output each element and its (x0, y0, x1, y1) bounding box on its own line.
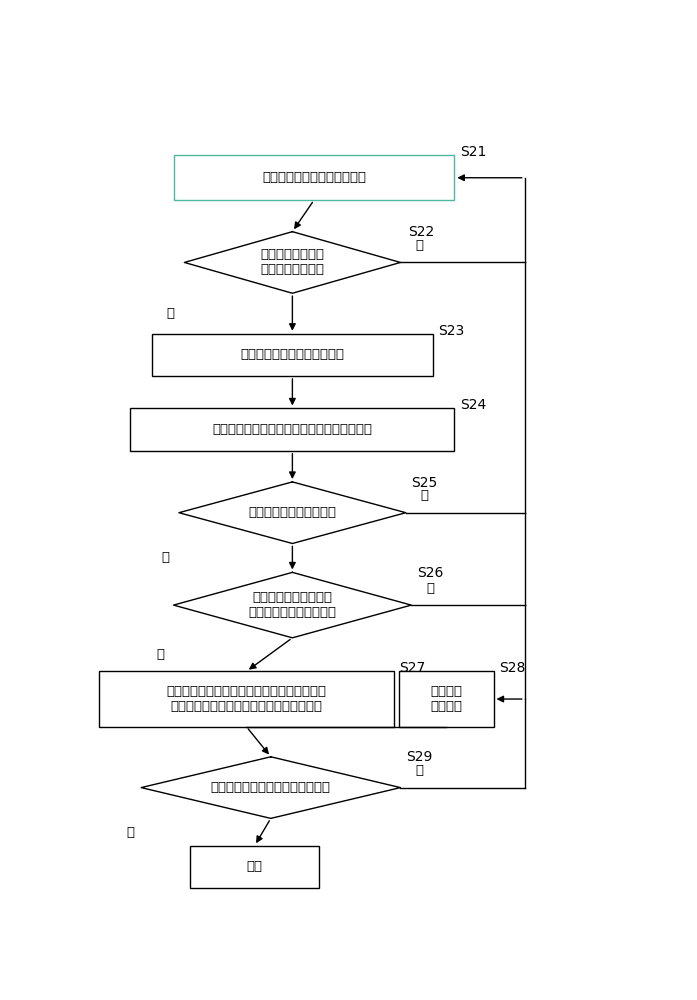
Text: 否: 否 (426, 582, 434, 595)
Text: 抽取该相同字符串作为展示名称，并将具有该
相同字符串的视频文件映射到该展示名称下: 抽取该相同字符串作为展示名称，并将具有该 相同字符串的视频文件映射到该展示名称下 (167, 685, 326, 713)
Text: 否: 否 (126, 826, 135, 839)
Text: S22: S22 (408, 225, 435, 239)
Text: 判断当前视频文件
目录是否需要过滤: 判断当前视频文件 目录是否需要过滤 (261, 248, 324, 276)
Text: S24: S24 (460, 398, 486, 412)
Bar (190, 846, 319, 888)
Text: S25: S25 (411, 476, 438, 490)
Text: S23: S23 (438, 324, 464, 338)
Text: S21: S21 (460, 145, 487, 159)
Text: 是: 是 (415, 239, 423, 252)
Text: S27: S27 (399, 661, 425, 675)
Text: 是: 是 (162, 551, 169, 564)
Text: 判断是否存在相同字符串: 判断是否存在相同字符串 (248, 506, 337, 519)
Polygon shape (179, 482, 406, 544)
Text: 否: 否 (421, 489, 429, 502)
Bar (99, 671, 394, 727)
Bar (152, 334, 433, 376)
Text: S28: S28 (499, 661, 526, 675)
Text: 采用其他
展示方法: 采用其他 展示方法 (430, 685, 462, 713)
Polygon shape (184, 232, 401, 293)
Text: S26: S26 (417, 566, 443, 580)
Text: 判断相同字符串的长度
是否大于或等于预设阈值: 判断相同字符串的长度 是否大于或等于预设阈值 (248, 591, 337, 619)
Bar (174, 155, 454, 200)
Text: 对扫描出的视频文件的文件名进行字符串比对: 对扫描出的视频文件的文件名进行字符串比对 (213, 423, 372, 436)
Text: 是: 是 (415, 764, 423, 777)
Text: S29: S29 (406, 750, 432, 764)
Bar (130, 408, 454, 451)
Text: 否: 否 (167, 307, 175, 320)
Text: 对当前视频文件目录进行扫描: 对当前视频文件目录进行扫描 (240, 348, 344, 361)
Text: 判断是否还存在未扫描的文件目录: 判断是否还存在未扫描的文件目录 (210, 781, 331, 794)
Polygon shape (174, 572, 411, 638)
Text: 结束: 结束 (247, 860, 263, 873)
Polygon shape (141, 757, 401, 818)
Bar (399, 671, 493, 727)
Text: 是: 是 (156, 648, 164, 661)
Text: 获取存在视频文件的文件目录: 获取存在视频文件的文件目录 (262, 171, 366, 184)
